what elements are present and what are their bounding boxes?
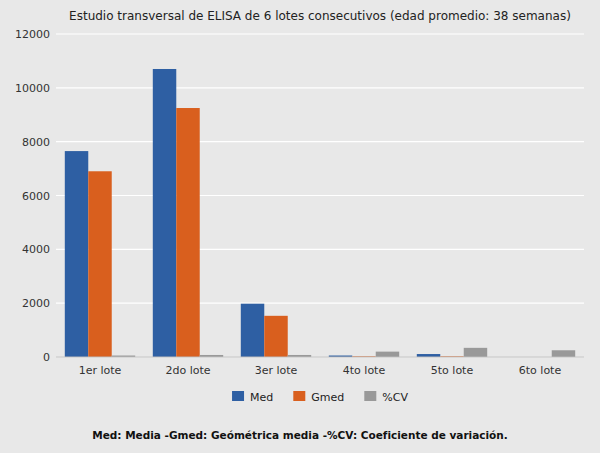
x-tick-label: 3er lote	[255, 364, 298, 377]
x-tick-label: 4to lote	[343, 364, 386, 377]
title: Estudio transversal de ELISA de 6 lotes …	[69, 9, 571, 23]
chart: Estudio transversal de ELISA de 6 lotes …	[0, 0, 600, 453]
grid-line	[56, 87, 584, 88]
grid-line	[56, 141, 584, 142]
footnote: Med: Media -Gmed: Geómétrica media -%CV:…	[92, 429, 508, 441]
y-tick-label: 8000	[22, 136, 50, 149]
legend-label: Med	[250, 391, 273, 404]
bar	[65, 151, 88, 357]
bar	[464, 348, 487, 357]
y-tick-label: 12000	[15, 28, 50, 41]
x-tick-label: 1er lote	[79, 364, 122, 377]
grid-line	[56, 303, 584, 304]
legend-label: Gmed	[311, 391, 344, 404]
x-tick-label: 5to lote	[431, 364, 474, 377]
legend-swatch	[232, 391, 244, 401]
y-tick-label: 10000	[15, 82, 50, 95]
bar	[241, 304, 264, 357]
bar	[552, 350, 575, 357]
legend: Med Gmed %CV	[232, 391, 408, 404]
y-tick-label: 2000	[22, 297, 50, 310]
legend-swatch	[364, 391, 376, 401]
bar	[153, 69, 176, 357]
y-tick-label: 6000	[22, 190, 50, 203]
y-tick-label: 0	[43, 351, 50, 364]
grid-line	[56, 33, 584, 34]
x-axis-line	[56, 357, 584, 358]
background	[0, 0, 600, 453]
x-tick-label: 6to lote	[519, 364, 562, 377]
legend-swatch	[293, 391, 305, 401]
y-tick-label: 4000	[22, 243, 50, 256]
bars	[65, 69, 575, 357]
grid-line	[56, 356, 584, 357]
x-tick-label: 2do lote	[165, 364, 210, 377]
bar	[88, 171, 111, 357]
legend-label: %CV	[382, 391, 408, 404]
grid	[56, 34, 584, 357]
bar	[264, 316, 287, 357]
chart-container: Estudio transversal de ELISA de 6 lotes …	[0, 0, 600, 453]
grid-line	[56, 195, 584, 196]
bar	[376, 352, 399, 357]
grid-line	[56, 249, 584, 250]
bar	[176, 108, 199, 357]
